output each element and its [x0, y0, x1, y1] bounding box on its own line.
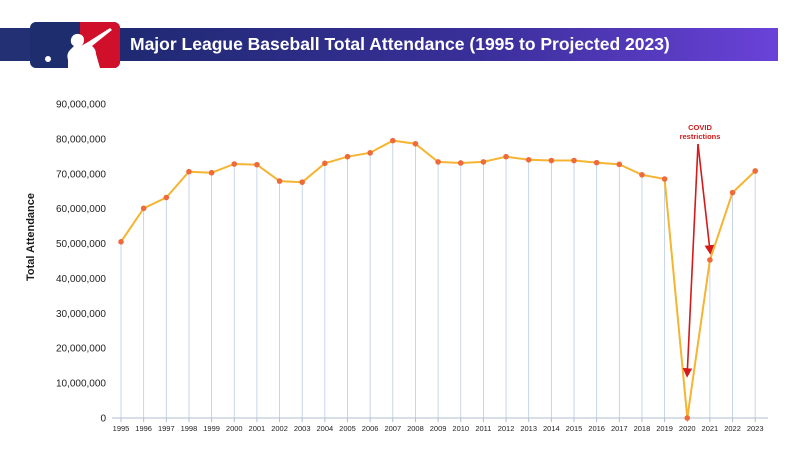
data-point-2019 — [661, 176, 668, 182]
covid-arrow-2021 — [697, 143, 715, 255]
data-point-1997 — [163, 194, 170, 201]
chart-axes — [112, 417, 768, 422]
data-point-2007 — [390, 137, 396, 144]
data-point-2023 — [752, 168, 758, 174]
x-tick-label-2012: 2012 — [498, 424, 515, 433]
data-point-2001 — [254, 161, 260, 168]
x-tick-label-2002: 2002 — [271, 424, 288, 433]
data-point-2020 — [684, 415, 691, 421]
x-tick-label-1996: 1996 — [135, 424, 152, 433]
y-tick-label-90,000,000: 90,000,000 — [56, 100, 106, 111]
y-tick-label-70,000,000: 70,000,000 — [56, 169, 106, 180]
x-tick-labels: 1995 1996 1997 1998 1999 2000 2001 2002 2003 2004… — [113, 424, 764, 433]
data-points — [118, 137, 758, 421]
data-point-1996 — [140, 205, 147, 212]
data-point-2005 — [344, 153, 351, 160]
data-point-2004 — [322, 160, 328, 167]
data-point-2009 — [435, 159, 441, 165]
data-point-2012 — [503, 153, 509, 160]
data-point-2006 — [367, 150, 373, 156]
y-tick-label-50,000,000: 50,000,000 — [56, 239, 106, 250]
data-point-2008 — [412, 140, 419, 147]
chart-title: Major League Baseball Total Attendance (… — [130, 34, 670, 54]
header-left-bar — [0, 28, 30, 61]
data-point-2011 — [480, 159, 487, 165]
data-point-2000 — [231, 161, 238, 167]
drop-lines — [120, 140, 756, 418]
data-point-2021 — [707, 257, 713, 263]
y-tick-label-30,000,000: 30,000,000 — [56, 309, 106, 320]
y-tick-label-10,000,000: 10,000,000 — [56, 379, 106, 390]
data-point-2016 — [593, 159, 600, 166]
x-tick-label-2005: 2005 — [339, 424, 356, 433]
x-tick-label-1997: 1997 — [158, 424, 175, 433]
covid-annotation: COVID restrictions — [680, 123, 721, 378]
data-point-2017 — [616, 161, 623, 168]
x-tick-label-2003: 2003 — [294, 424, 311, 433]
data-point-2015 — [571, 157, 577, 164]
data-point-2018 — [639, 172, 645, 178]
batter-silhouette-icon — [45, 28, 112, 68]
x-tick-label-2001: 2001 — [249, 424, 266, 433]
mlb-logo — [30, 22, 120, 68]
data-point-2014 — [548, 157, 555, 164]
x-tick-label-2009: 2009 — [430, 424, 447, 433]
x-tick-label-2018: 2018 — [634, 424, 651, 433]
covid-arrow-2020 — [682, 143, 699, 378]
y-tick-label-80,000,000: 80,000,000 — [56, 134, 106, 145]
x-tick-label-2019: 2019 — [656, 424, 673, 433]
x-tick-label-2000: 2000 — [226, 424, 243, 433]
x-tick-label-1995: 1995 — [113, 424, 130, 433]
title-bar: Major League Baseball Total Attendance (… — [120, 28, 778, 61]
data-point-1995 — [118, 239, 124, 245]
x-tick-label-2011: 2011 — [475, 424, 491, 433]
data-point-1998 — [186, 168, 192, 175]
covid-annotation-line1: COVID — [688, 123, 712, 132]
data-point-2022 — [729, 189, 736, 196]
y-tick-label-60,000,000: 60,000,000 — [56, 204, 106, 215]
x-tick-label-2015: 2015 — [566, 424, 583, 433]
y-axis-label: Total Attendance — [25, 193, 37, 281]
y-tick-labels: 0 10,000,000 20,000,000 30,000,000 40,000,00… — [56, 100, 107, 425]
x-tick-label-2007: 2007 — [384, 424, 401, 433]
y-tick-label-20,000,000: 20,000,000 — [56, 344, 106, 355]
covid-annotation-line2: restrictions — [680, 132, 721, 141]
data-point-1999 — [208, 169, 215, 176]
x-tick-label-2006: 2006 — [362, 424, 379, 433]
x-tick-label-2023: 2023 — [747, 424, 764, 433]
x-tick-label-2014: 2014 — [543, 424, 560, 433]
y-tick-label-40,000,000: 40,000,000 — [56, 274, 106, 285]
x-tick-label-2022: 2022 — [724, 424, 741, 433]
data-point-2013 — [525, 157, 532, 163]
x-tick-label-2008: 2008 — [407, 424, 424, 433]
x-tick-label-2021: 2021 — [702, 424, 719, 433]
data-point-2010 — [457, 160, 464, 166]
x-tick-label-1999: 1999 — [203, 424, 220, 433]
x-tick-label-2016: 2016 — [588, 424, 605, 433]
x-tick-label-2010: 2010 — [452, 424, 469, 433]
data-point-2003 — [299, 179, 306, 185]
x-tick-label-1998: 1998 — [181, 424, 198, 433]
x-tick-label-2013: 2013 — [520, 424, 537, 433]
y-tick-label-0: 0 — [100, 414, 106, 425]
x-tick-label-2004: 2004 — [317, 424, 334, 433]
data-point-2002 — [276, 178, 283, 184]
x-tick-label-2017: 2017 — [611, 424, 628, 433]
x-tick-label-2020: 2020 — [679, 424, 696, 433]
